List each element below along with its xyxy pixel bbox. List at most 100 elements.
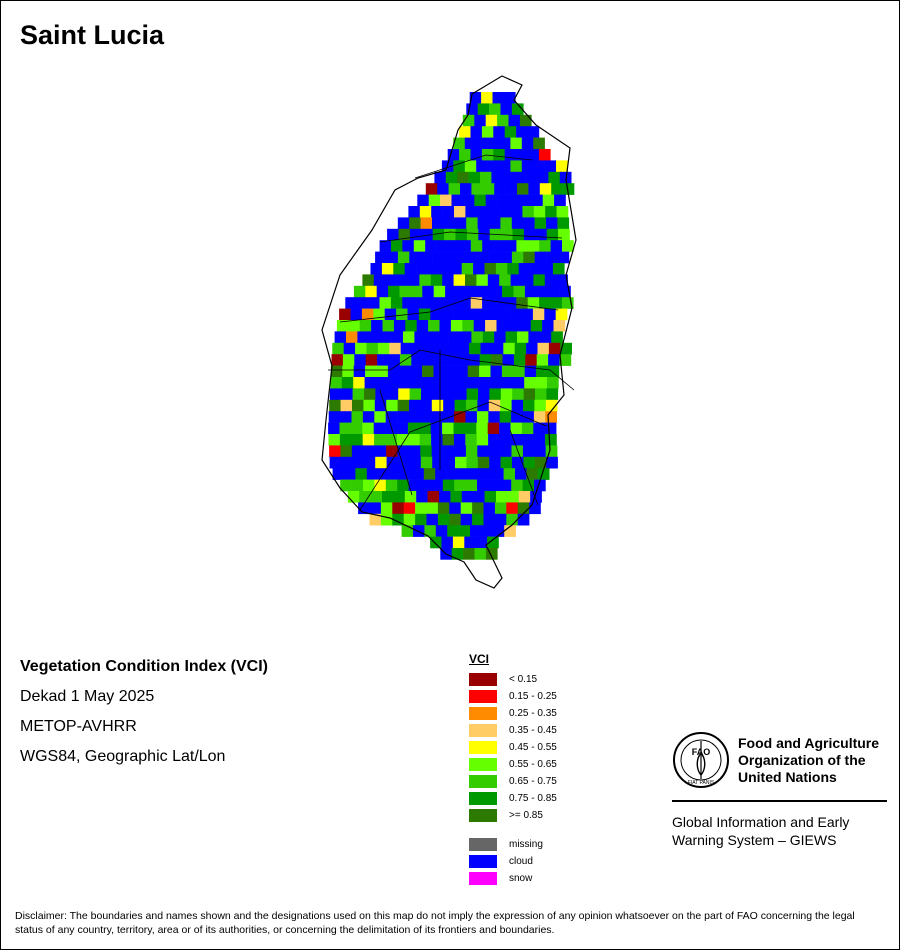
- vci-pixel: [341, 456, 353, 469]
- vci-pixel: [423, 468, 436, 480]
- vci-pixel: [392, 502, 404, 515]
- vci-pixel: [432, 456, 444, 469]
- vci-pixel: [450, 263, 462, 275]
- vci-pixel: [389, 468, 402, 480]
- vci-pixel: [453, 308, 465, 321]
- vci-pixel: [456, 354, 469, 366]
- vci-pixel: [530, 263, 542, 275]
- vci-pixel: [500, 456, 513, 469]
- vci-pixel: [476, 137, 488, 150]
- vci-pixel: [464, 536, 476, 549]
- vci-pixel: [416, 320, 429, 332]
- vci-pixel: [479, 354, 492, 366]
- vci-pixel: [510, 422, 523, 435]
- vci-pixel: [460, 331, 472, 344]
- vci-pixel: [534, 251, 547, 264]
- vci-pixel: [437, 183, 449, 195]
- legend-label: 0.45 - 0.55: [509, 742, 557, 753]
- vci-pixel: [541, 263, 554, 275]
- vci-pixel: [417, 194, 429, 207]
- vci-pixel: [355, 468, 368, 480]
- vci-pixel: [488, 399, 501, 412]
- vci-pixel: [473, 320, 486, 332]
- vci-pixel: [532, 308, 545, 321]
- vci-pixel: [507, 491, 520, 503]
- vci-pixel: [431, 434, 443, 446]
- vci-pixel: [489, 388, 502, 401]
- vci-pixel: [375, 251, 387, 264]
- vci-pixel: [517, 502, 530, 515]
- vci-pixel: [482, 297, 494, 309]
- vci-pixel: [407, 422, 420, 435]
- vci-pixel: [330, 377, 343, 389]
- vci-pixel: [424, 525, 437, 537]
- vci-pixel: [539, 183, 552, 195]
- vci-pixel: [466, 251, 478, 264]
- vci-pixel: [339, 308, 351, 321]
- vci-pixel: [455, 228, 468, 241]
- vci-pixel: [491, 342, 504, 355]
- vci-pixel: [473, 263, 485, 275]
- vci-pixel: [493, 126, 505, 138]
- legend-title: VCI: [469, 652, 490, 666]
- vci-pixel: [341, 377, 354, 389]
- fao-logo-letters: FAO: [692, 747, 711, 757]
- vci-pixel: [556, 206, 569, 218]
- vci-pixel: [443, 217, 456, 230]
- vci-pixel: [363, 479, 375, 492]
- vci-pixel: [465, 411, 478, 423]
- vci-pixel: [478, 228, 490, 241]
- vci-pixel: [536, 354, 549, 366]
- vci-pixel: [559, 171, 572, 184]
- vci-pixel: [469, 468, 482, 480]
- vci-pixel: [415, 513, 427, 526]
- vci-pixel: [466, 217, 478, 230]
- vci-pixel: [380, 502, 393, 515]
- legend-item-snow: snow: [469, 870, 557, 887]
- legend-item: < 0.15: [469, 671, 557, 688]
- vci-pixel: [401, 525, 414, 537]
- vci-pixel: [524, 285, 537, 298]
- vci-pixel: [507, 263, 519, 275]
- vci-pixel: [445, 285, 457, 298]
- vci-pixel: [389, 342, 401, 355]
- vci-pixel: [522, 434, 534, 446]
- legend-swatch: [469, 690, 497, 703]
- vci-pixel: [506, 513, 518, 526]
- vci-pixel: [381, 263, 394, 275]
- vci-pixel: [499, 479, 512, 492]
- vci-pixel: [454, 445, 467, 458]
- vci-pixel: [482, 183, 495, 195]
- vci-pixel: [523, 399, 535, 412]
- vci-pixel: [413, 240, 426, 252]
- vci-pixel: [435, 468, 447, 480]
- giews-label: Global Information and Early Warning Sys…: [672, 813, 892, 849]
- vci-pixel: [474, 548, 487, 560]
- legend-swatch: [469, 809, 497, 822]
- vci-pixel: [359, 320, 372, 332]
- legend-swatch: [469, 855, 497, 868]
- legend-label: cloud: [509, 856, 533, 867]
- vci-pixel: [431, 399, 444, 412]
- country-boundary: [321, 75, 577, 589]
- vci-pixel: [405, 320, 417, 332]
- giews-line: Global Information and Early: [672, 814, 850, 830]
- vci-pixel: [425, 331, 438, 344]
- vci-pixel: [356, 297, 369, 309]
- vci-pixel: [391, 240, 403, 252]
- vci-pixel: [455, 388, 467, 401]
- vci-pixel: [397, 217, 410, 230]
- vci-pixel: [412, 468, 425, 480]
- vci-pixel: [363, 399, 376, 412]
- vci-pixel: [460, 183, 472, 195]
- vci-pixel: [548, 171, 561, 184]
- vci-pixel: [408, 274, 420, 287]
- vci-pixel: [534, 399, 547, 412]
- legend-label: 0.15 - 0.25: [509, 691, 557, 702]
- vci-pixel: [553, 320, 566, 332]
- vci-pixel: [385, 422, 397, 435]
- vci-pixel: [362, 274, 375, 287]
- vci-pixel: [530, 320, 543, 332]
- vci-pixel: [477, 217, 490, 230]
- vci-pixel: [485, 114, 498, 127]
